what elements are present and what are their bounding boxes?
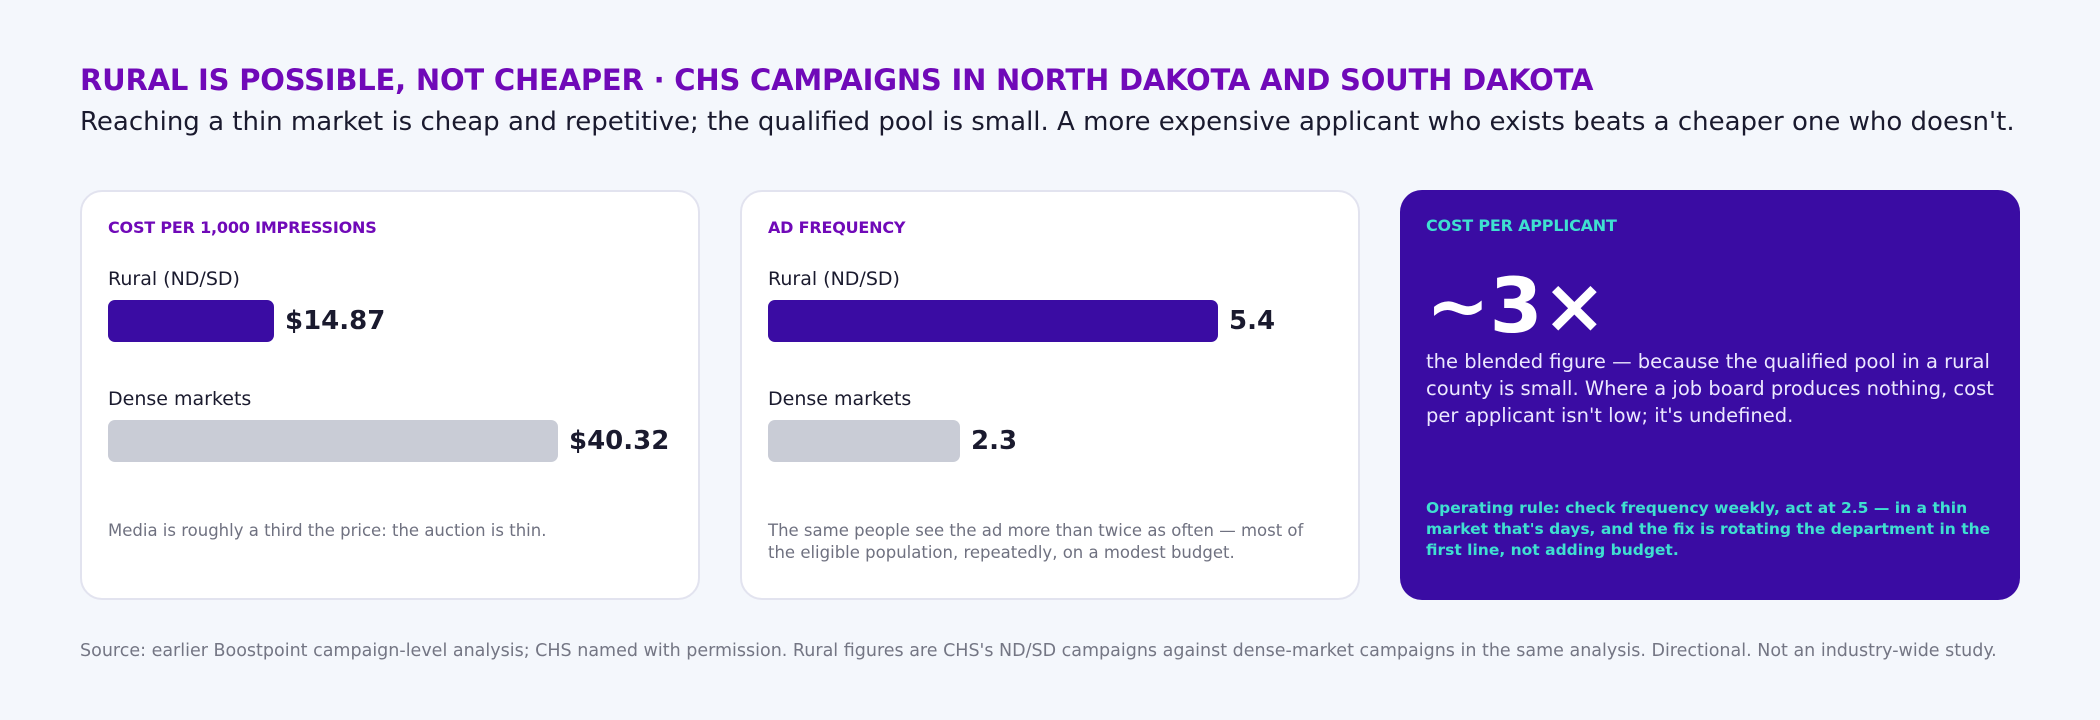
source-note: Source: earlier Boostpoint campaign-leve… bbox=[80, 641, 1997, 661]
frequency-note: The same people see the ad more than twi… bbox=[768, 521, 1304, 562]
cost-per-applicant-stat: ~3× bbox=[1426, 261, 1607, 350]
frequency-rural-value: 5.4 bbox=[1229, 306, 1276, 336]
operating-rule: Operating rule: check frequency weekly, … bbox=[1426, 499, 1991, 559]
page-title: RURAL IS POSSIBLE, NOT CHEAPER · CHS CAM… bbox=[80, 63, 1594, 97]
cpm-dense-bar bbox=[108, 420, 558, 462]
frequency-card-title: AD FREQUENCY bbox=[768, 218, 906, 237]
header: RURAL IS POSSIBLE, NOT CHEAPER · CHS CAM… bbox=[80, 58, 2040, 142]
frequency-card: AD FREQUENCY Rural (ND/SD) 5.4 Dense mar… bbox=[740, 190, 1360, 600]
cpm-rural-value: $14.87 bbox=[285, 306, 386, 336]
frequency-dense-value: 2.3 bbox=[971, 426, 1018, 456]
page-subtitle: Reaching a thin market is cheap and repe… bbox=[80, 107, 2015, 137]
cpm-card: COST PER 1,000 IMPRESSIONS Rural (ND/SD)… bbox=[80, 190, 700, 600]
cards-row: COST PER 1,000 IMPRESSIONS Rural (ND/SD)… bbox=[80, 190, 2020, 600]
cpm-note: Media is roughly a third the price: the … bbox=[108, 521, 547, 540]
frequency-rural-label: Rural (ND/SD) bbox=[768, 268, 900, 290]
cpm-dense-value: $40.32 bbox=[569, 426, 670, 456]
frequency-dense-bar bbox=[768, 420, 960, 462]
cpm-card-title: COST PER 1,000 IMPRESSIONS bbox=[108, 218, 377, 237]
cpm-dense-label: Dense markets bbox=[108, 388, 252, 410]
cost-per-applicant-card: COST PER APPLICANT ~3× the blended figur… bbox=[1400, 190, 2020, 600]
cpm-rural-label: Rural (ND/SD) bbox=[108, 268, 240, 290]
cost-per-applicant-title: COST PER APPLICANT bbox=[1426, 216, 1617, 235]
cpm-rural-bar bbox=[108, 300, 274, 342]
cost-per-applicant-description: the blended figure — because the qualifi… bbox=[1426, 350, 1994, 427]
frequency-dense-label: Dense markets bbox=[768, 388, 912, 410]
frequency-rural-bar bbox=[768, 300, 1218, 342]
